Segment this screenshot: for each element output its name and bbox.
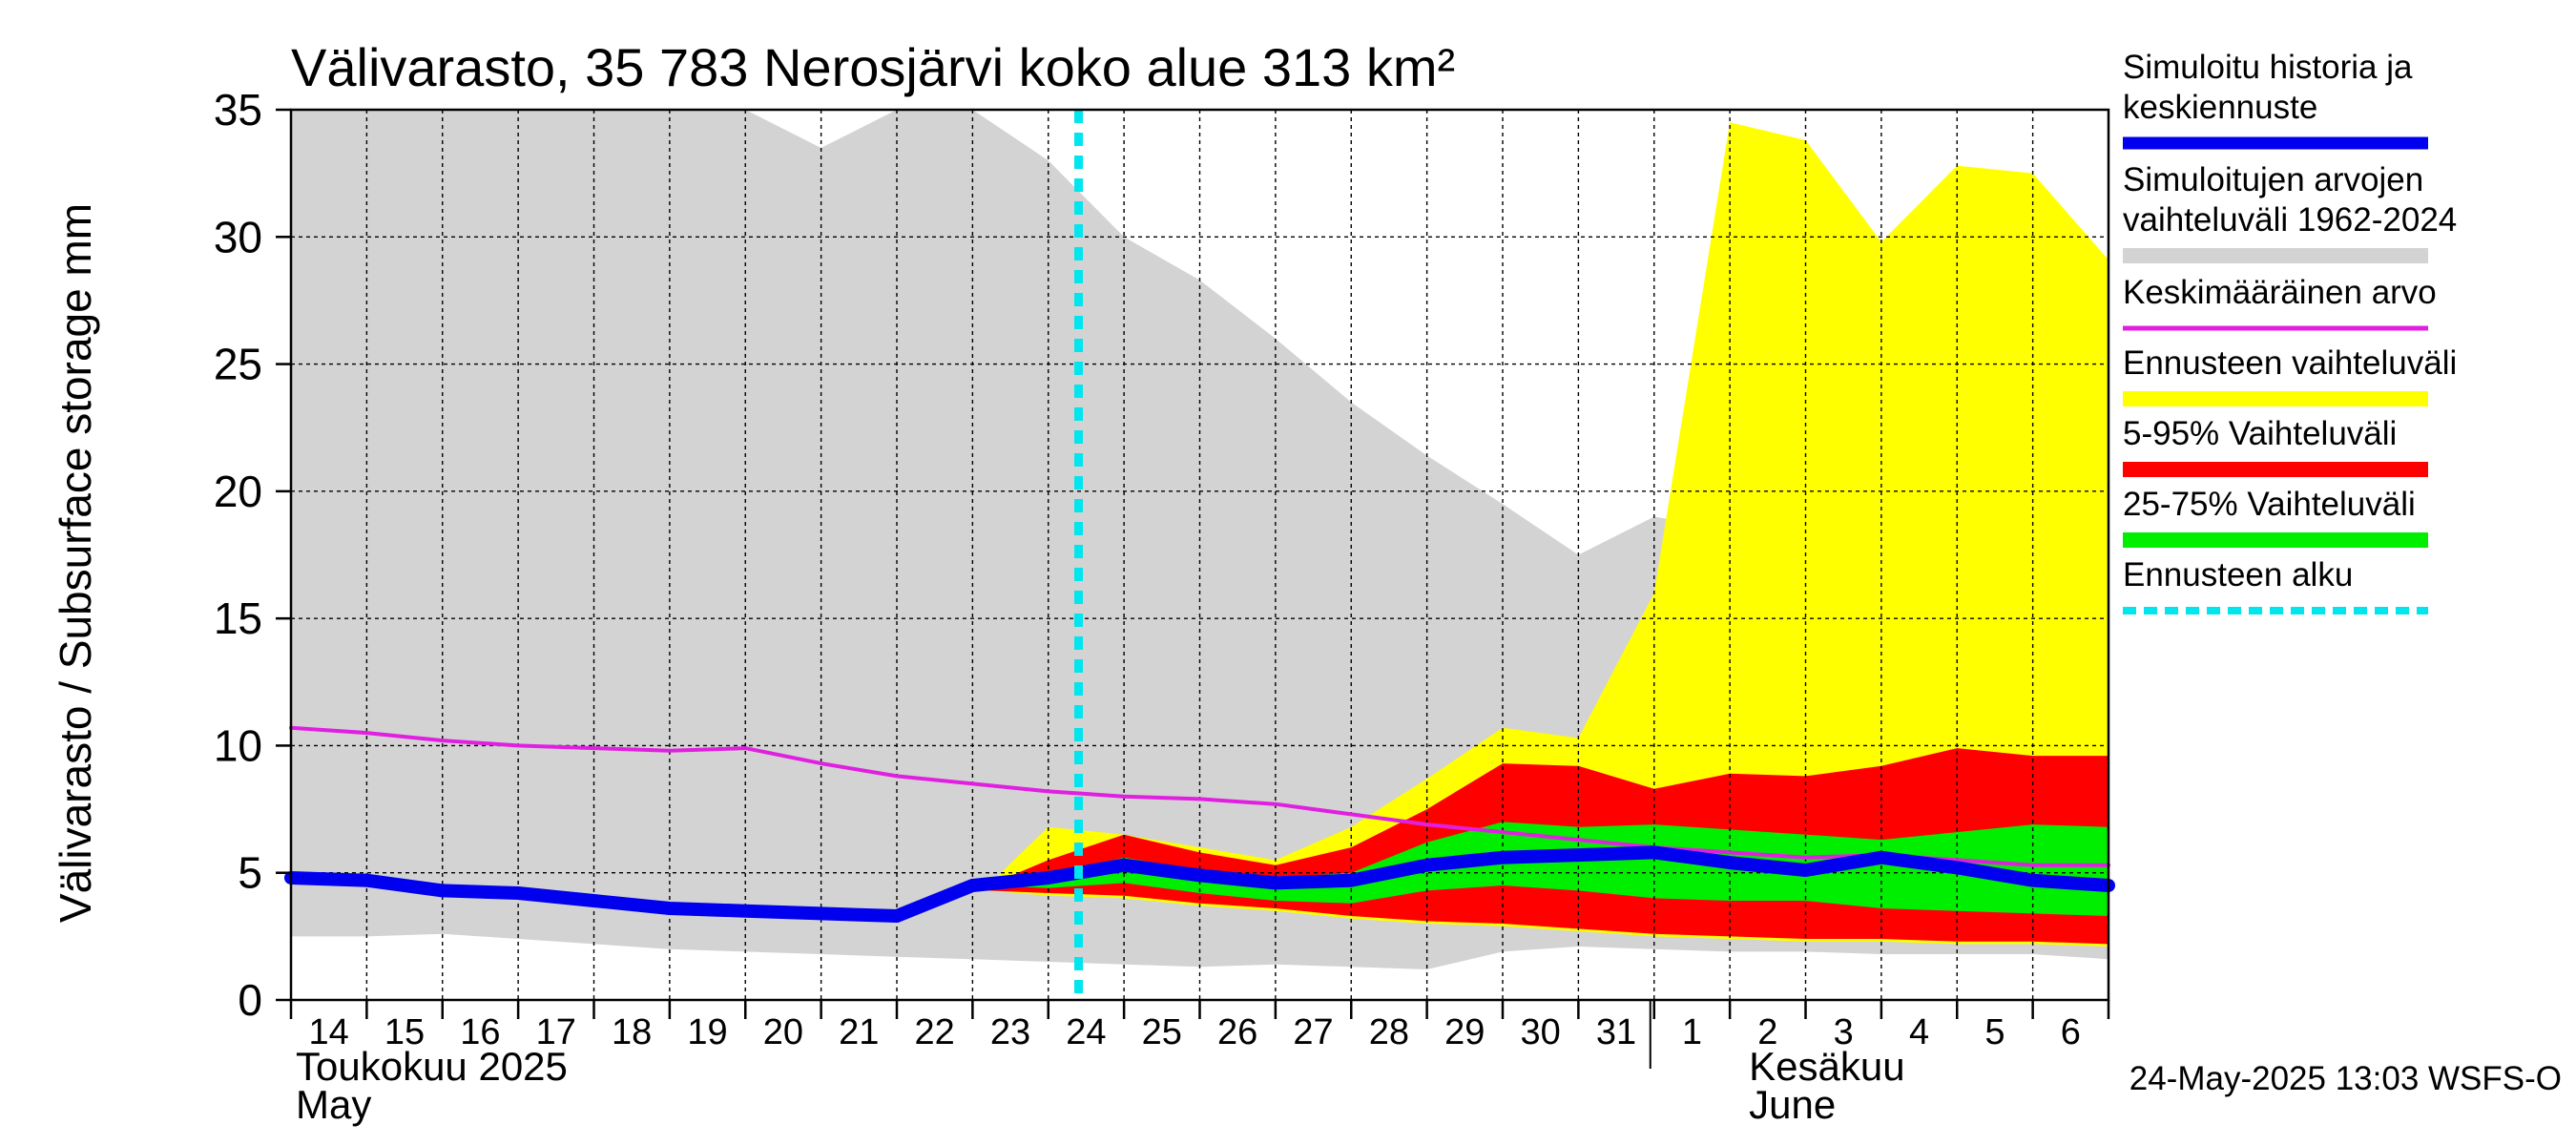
band-ennusteen-vaihteluv-li xyxy=(987,122,2109,947)
x-tick-label: 18 xyxy=(612,1012,652,1052)
x-tick-label: 31 xyxy=(1596,1012,1636,1052)
legend-label: 25-75% Vaihteluväli xyxy=(2123,486,2416,523)
axes xyxy=(276,108,2110,1069)
x-tick-label: 15 xyxy=(384,1012,425,1052)
month-label-en: May xyxy=(296,1082,371,1127)
y-tick-label: 5 xyxy=(238,848,262,898)
x-tick-label: 24 xyxy=(1066,1012,1106,1052)
x-tick-label: 28 xyxy=(1369,1012,1409,1052)
y-tick-labels: 0 5 10 15 20 25 30 35 xyxy=(214,85,262,1025)
x-tick-label: 5 xyxy=(1984,1012,2005,1052)
mean-value-line xyxy=(289,725,2110,867)
month-label-fi: Kesäkuu xyxy=(1749,1044,1904,1089)
y-axis-label: Välivarasto / Subsurface storage mm xyxy=(51,203,100,923)
series-lines xyxy=(284,110,2115,1000)
x-tick-label: 6 xyxy=(2061,1012,2081,1052)
legend-label: keskiennuste xyxy=(2123,89,2317,126)
legend-label: Simuloitujen arvojen xyxy=(2123,161,2423,198)
y-tick-label: 35 xyxy=(214,85,262,135)
x-tick-label: 23 xyxy=(990,1012,1030,1052)
month-label-fi: Toukokuu 2025 xyxy=(296,1044,568,1089)
x-tick-label: 16 xyxy=(460,1012,500,1052)
x-tick-label: 25 xyxy=(1142,1012,1182,1052)
x-tick-label: 3 xyxy=(1834,1012,1854,1052)
x-tick-label: 2 xyxy=(1757,1012,1777,1052)
x-tick-label: 30 xyxy=(1521,1012,1561,1052)
chart-title: Välivarasto, 35 783 Nerosjärvi koko alue… xyxy=(291,37,1455,97)
legend-label: vaihteluväli 1962-2024 xyxy=(2123,201,2457,239)
x-tick-label: 27 xyxy=(1293,1012,1333,1052)
x-tick-label: 22 xyxy=(915,1012,955,1052)
month-label-en: June xyxy=(1749,1082,1836,1127)
legend-label: 5-95% Vaihteluväli xyxy=(2123,415,2397,452)
median-forecast-line xyxy=(284,845,2115,923)
legend-label: Ennusteen alku xyxy=(2123,556,2353,593)
legend-label: Simuloitu historia ja xyxy=(2123,49,2413,86)
legend-label: Ennusteen vaihteluväli xyxy=(2123,344,2457,382)
x-tick-label: 14 xyxy=(309,1012,349,1052)
band-25-75-vaihteluv-li xyxy=(987,822,2109,916)
x-tick-label: 29 xyxy=(1444,1012,1485,1052)
legend-label: Keskimääräinen arvo xyxy=(2123,274,2437,311)
x-tick-label: 21 xyxy=(839,1012,879,1052)
y-tick-label: 30 xyxy=(214,212,262,261)
x-tick-labels: 14 15 16 17 18 19 20 21 22 23 24 25 26 27 28 29 30 31 1 2 3 4… xyxy=(309,1012,2081,1052)
x-tick-label: 17 xyxy=(536,1012,576,1052)
x-tick-label: 26 xyxy=(1217,1012,1257,1052)
y-tick-label: 25 xyxy=(214,340,262,389)
y-tick-label: 20 xyxy=(214,467,262,516)
x-tick-label: 20 xyxy=(763,1012,803,1052)
y-tick-label: 0 xyxy=(238,975,262,1025)
y-tick-label: 10 xyxy=(214,720,262,770)
y-tick-label: 15 xyxy=(214,593,262,643)
x-tick-label: 4 xyxy=(1909,1012,1929,1052)
x-tick-label: 1 xyxy=(1682,1012,1702,1052)
timestamp-footer: 24-May-2025 13:03 WSFS-O xyxy=(2129,1060,2562,1097)
x-tick-label: 19 xyxy=(687,1012,727,1052)
